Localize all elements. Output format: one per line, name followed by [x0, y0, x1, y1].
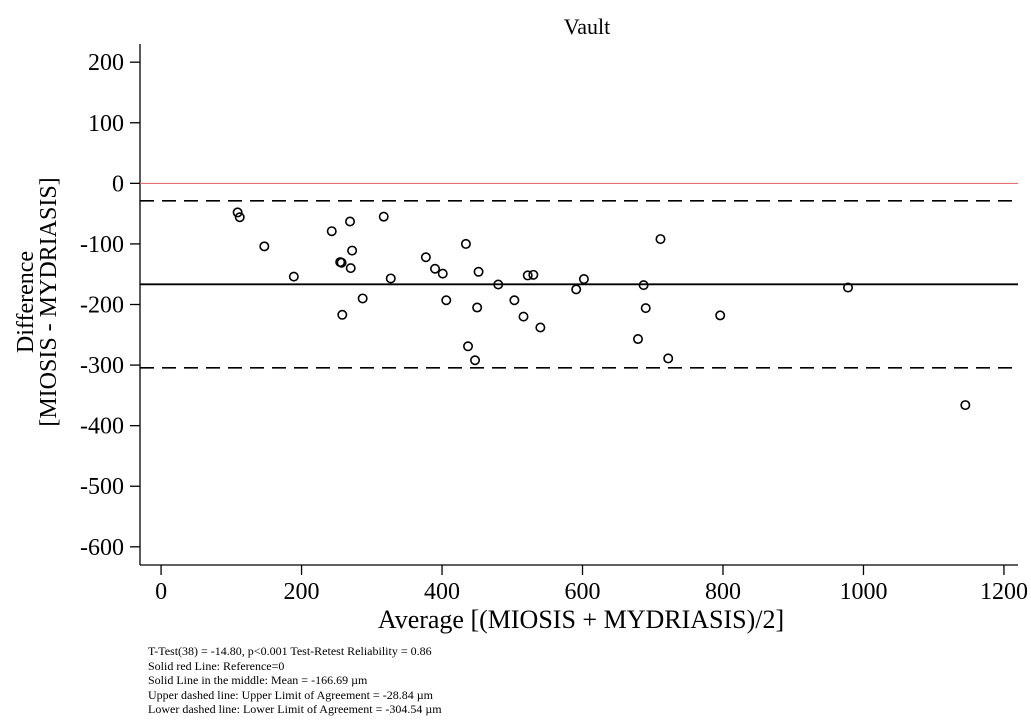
data-point	[470, 355, 481, 366]
x-tick-label: 200	[284, 579, 320, 605]
data-point	[336, 257, 347, 268]
note-lower-limit: Lower dashed line: Lower Limit of Agreem…	[148, 702, 442, 717]
data-point	[571, 284, 582, 295]
data-point	[437, 268, 448, 279]
reference-lines	[140, 182, 1018, 369]
data-points	[232, 207, 971, 411]
data-point	[232, 207, 243, 218]
data-point	[518, 311, 529, 322]
x-tick-label: 1200	[980, 579, 1028, 605]
y-tick-label: -600	[80, 535, 124, 561]
data-point	[463, 341, 474, 352]
x-axis-label: Average [(MIOSIS + MYDRIASIS)/2]	[378, 605, 784, 634]
note-upper-limit: Upper dashed line: Upper Limit of Agreem…	[148, 687, 433, 702]
data-point	[472, 302, 483, 313]
x-tick-label: 600	[565, 579, 601, 605]
y-tick-label: 100	[88, 111, 124, 137]
data-point	[843, 282, 854, 293]
y-tick-label: 0	[112, 171, 124, 197]
data-point	[234, 212, 245, 223]
data-point	[960, 400, 971, 411]
data-point	[509, 295, 520, 306]
y-axis-label-line-1: Difference	[13, 251, 39, 353]
data-point	[441, 295, 452, 306]
y-tick-label: -300	[80, 353, 124, 379]
data-point	[326, 226, 337, 237]
x-tick-label: 400	[424, 579, 460, 605]
data-point	[473, 266, 484, 277]
y-tick-label: -500	[80, 474, 124, 500]
y-axis-label: Difference [MIOSIS - MYDRIASIS]	[13, 177, 62, 426]
y-tick-label: -100	[80, 232, 124, 258]
y-axis-label-line-2: [MIOSIS - MYDRIASIS]	[36, 177, 62, 426]
data-point	[288, 271, 299, 282]
data-point	[337, 309, 348, 320]
data-point	[345, 263, 356, 274]
data-point	[715, 310, 726, 321]
data-point	[535, 322, 546, 333]
data-point	[493, 279, 504, 290]
data-point	[633, 334, 644, 345]
note-t-test: T-Test(38) = -14.80, p<0.001 Test-Retest…	[148, 644, 432, 658]
data-point	[378, 211, 389, 222]
statistics-notes: T-Test(38) = -14.80, p<0.001 Test-Retest…	[148, 644, 442, 717]
y-tick-label: 200	[88, 50, 124, 76]
y-tick-label: -200	[80, 293, 124, 319]
data-point	[638, 280, 649, 291]
x-tick-label: 0	[155, 579, 167, 605]
data-point	[357, 293, 368, 304]
data-point	[640, 303, 651, 314]
data-point	[528, 269, 539, 280]
note-reference-line: Solid red Line: Reference=0	[148, 658, 285, 673]
data-point	[259, 241, 270, 252]
data-point	[655, 234, 666, 245]
note-mean-line: Solid Line in the middle: Mean = -166.69…	[148, 673, 368, 688]
data-point	[347, 245, 358, 256]
chart-title: Vault	[564, 14, 610, 39]
data-point	[420, 252, 431, 263]
data-point	[460, 238, 471, 249]
data-point	[345, 216, 356, 227]
data-point	[385, 273, 396, 284]
data-point	[663, 353, 674, 364]
data-point	[522, 270, 533, 281]
data-point	[578, 274, 589, 285]
data-point	[430, 263, 441, 274]
x-tick-label: 800	[705, 579, 741, 605]
x-tick-label: 1000	[839, 579, 887, 605]
y-tick-label: -400	[80, 414, 124, 440]
